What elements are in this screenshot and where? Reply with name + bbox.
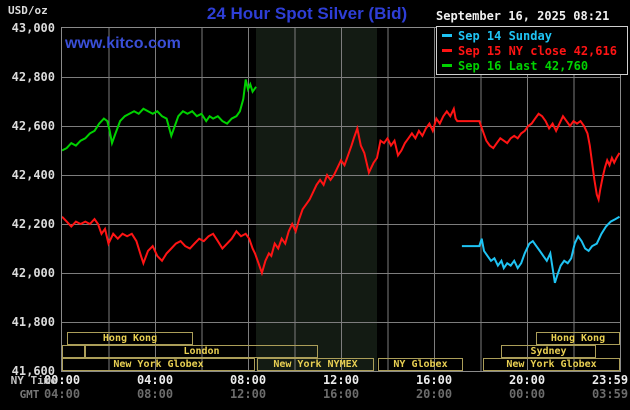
y-tick-label: 41,600 <box>11 364 55 378</box>
series-sep-14-sunday <box>461 215 620 284</box>
y-tick-label: 42,000 <box>11 266 55 280</box>
legend-label: Sep 16 Last 42,760 <box>458 58 589 73</box>
y-tick-label: 42,600 <box>11 119 55 133</box>
y-tick-label: 41,800 <box>11 315 55 329</box>
y-axis-unit-label: USD/oz <box>8 4 48 17</box>
legend-item-sep14: Sep 14 Sunday <box>437 28 627 43</box>
y-tick-label: 42,200 <box>11 217 55 231</box>
session-new-york-globex: New York Globex <box>62 358 255 371</box>
x-tick-gmt: 04:00 <box>43 387 81 401</box>
legend-item-sep15: Sep 15 NY close 42,616 <box>437 43 627 58</box>
session-new-york-nymex: New York NYMEX <box>257 358 374 371</box>
legend-box: Sep 14 Sunday Sep 15 NY close 42,616 Sep… <box>436 26 628 75</box>
ny-time-caption: NY Time <box>10 374 57 387</box>
x-tick-ny-time: 08:00 <box>229 373 267 387</box>
legend-dash-icon <box>442 34 452 37</box>
x-tick-gmt: 16:00 <box>322 387 360 401</box>
session-hong-kong: Hong Kong <box>67 332 193 345</box>
session-ny-globex: NY Globex <box>378 358 463 371</box>
plot-area: www.kitco.com Hong Kong Hong Kong London Sy… <box>61 27 621 372</box>
x-tick-gmt: 20:00 <box>415 387 453 401</box>
nymex-session-band <box>256 28 377 371</box>
x-tick-gmt: 03:59 <box>591 387 629 401</box>
y-tick-label: 43,000 <box>11 21 55 35</box>
series-sep-16-last-42.760 <box>62 79 257 152</box>
timestamp: September 16, 2025 08:21 <box>436 9 610 23</box>
session-stub <box>62 345 85 358</box>
series-sep-15-ny-close-42.616 <box>62 105 620 277</box>
x-tick-gmt: 08:00 <box>136 387 174 401</box>
legend-label: Sep 15 NY close 42,616 <box>458 43 617 58</box>
x-tick-ny-time: 16:00 <box>415 373 453 387</box>
x-tick-ny-time: 04:00 <box>136 373 174 387</box>
legend-label: Sep 14 Sunday <box>458 28 552 43</box>
session-london: London <box>85 345 318 358</box>
session-sydney: Sydney <box>501 345 596 358</box>
session-new-york-globex: New York Globex <box>483 358 620 371</box>
session-hong-kong: Hong Kong <box>536 332 620 345</box>
kitco-watermark: www.kitco.com <box>65 35 181 52</box>
price-chart <box>62 28 620 371</box>
y-tick-label: 42,400 <box>11 168 55 182</box>
legend-dash-icon <box>442 64 452 67</box>
x-tick-ny-time: 20:00 <box>508 373 546 387</box>
gmt-caption: GMT <box>19 388 40 401</box>
x-tick-gmt: 00:00 <box>508 387 546 401</box>
legend-dash-icon <box>442 49 452 52</box>
x-tick-gmt: 12:00 <box>229 387 267 401</box>
x-tick-ny-time: 12:00 <box>322 373 360 387</box>
x-tick-ny-time: 23:59 <box>591 373 629 387</box>
legend-item-sep16: Sep 16 Last 42,760 <box>437 58 627 73</box>
y-tick-label: 42,800 <box>11 70 55 84</box>
chart-title: 24 Hour Spot Silver (Bid) <box>206 4 408 23</box>
x-tick-ny-time: 00:00 <box>43 373 81 387</box>
